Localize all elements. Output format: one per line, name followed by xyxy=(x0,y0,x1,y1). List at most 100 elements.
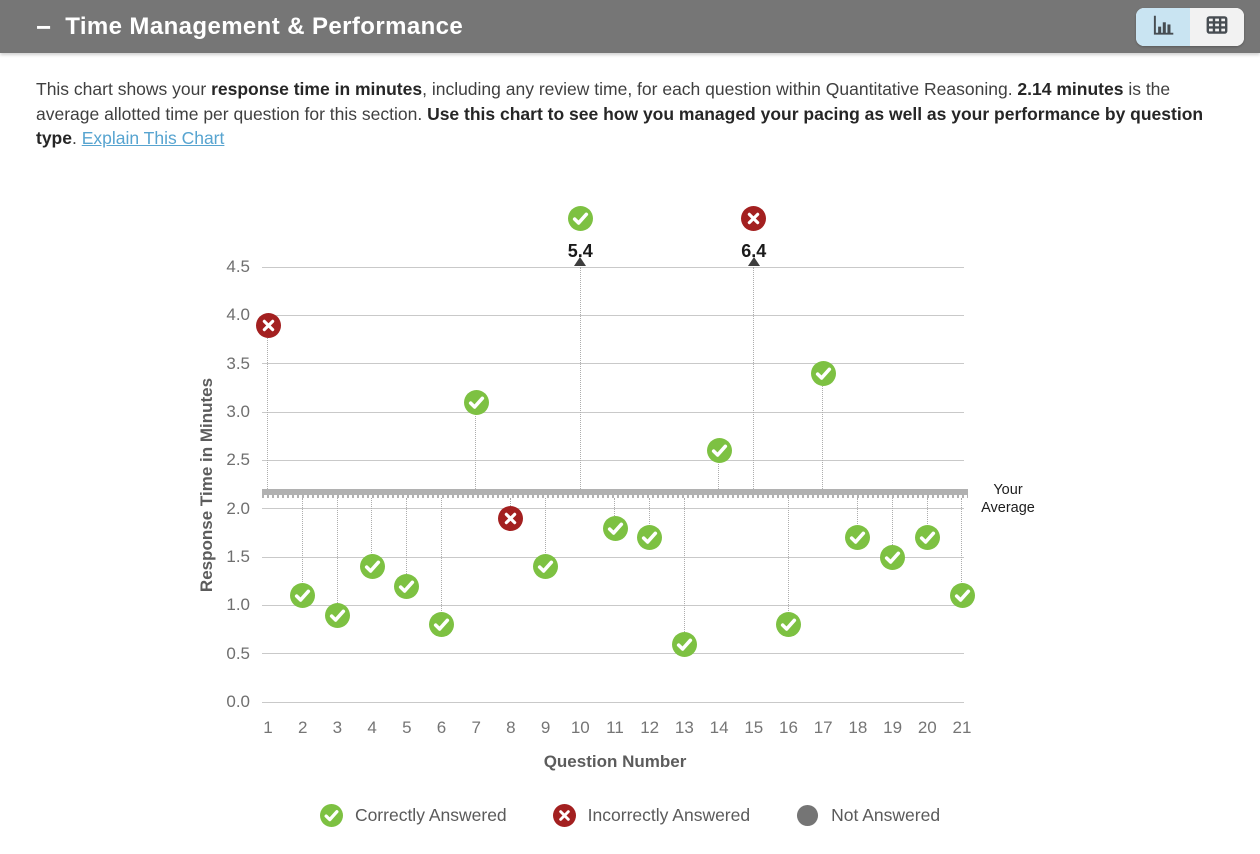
data-point-q16-correct[interactable] xyxy=(776,612,801,638)
stem-line xyxy=(440,498,442,625)
data-point-q5-correct[interactable] xyxy=(394,573,420,599)
data-point-q12-correct[interactable] xyxy=(637,525,663,551)
desc-text: . xyxy=(71,128,82,148)
data-point-q3-correct[interactable] xyxy=(324,602,350,628)
x-tick-label: 2 xyxy=(297,718,308,737)
x-tick-label: 8 xyxy=(506,718,516,737)
collapse-section-icon[interactable]: − xyxy=(36,11,52,42)
x-tick-label: 1 xyxy=(263,718,273,737)
data-point-q2-correct[interactable] xyxy=(290,583,316,609)
x-tick-label: 13 xyxy=(674,718,694,737)
section-header: − Time Management & Performance xyxy=(0,0,1260,53)
data-point-q10-correct[interactable] xyxy=(567,205,593,231)
x-tick-label: 21 xyxy=(952,718,972,737)
legend-item-incorrect: Incorrectly Answered xyxy=(552,804,751,827)
x-tick-label: 17 xyxy=(813,718,833,737)
gridline xyxy=(262,508,964,510)
explain-chart-link[interactable]: Explain This Chart xyxy=(81,128,225,148)
gridline xyxy=(262,266,964,268)
y-tick-label: 3.5 xyxy=(226,353,250,373)
x-tick-label: 15 xyxy=(744,718,764,737)
x-tick-label: 4 xyxy=(367,718,377,737)
x-tick-label: 12 xyxy=(640,718,660,737)
x-tick-label: 3 xyxy=(332,718,343,737)
stem-line xyxy=(961,498,963,596)
data-point-q4-correct[interactable] xyxy=(359,554,385,580)
data-point-q14-correct[interactable] xyxy=(706,438,732,464)
desc-bold: response time in minutes xyxy=(211,79,423,99)
desc-text: is the average allotted time per questio… xyxy=(36,79,1171,124)
data-point-q8-incorrect[interactable] xyxy=(498,505,524,531)
chart-legend: Correctly Answered Incorrectly Answered No… xyxy=(0,804,1260,827)
stem-line xyxy=(718,450,720,489)
stem-line xyxy=(336,498,338,615)
data-point-q18-correct[interactable] xyxy=(845,525,871,551)
bar-chart-icon xyxy=(1150,12,1176,41)
x-tick-label: 9 xyxy=(540,718,551,737)
data-point-q19-correct[interactable] xyxy=(880,544,906,570)
x-circle-icon xyxy=(552,804,576,827)
y-tick-label: 0.0 xyxy=(226,692,250,711)
stem-line xyxy=(857,498,859,538)
check-circle-icon xyxy=(319,804,343,827)
x-tick-label: 20 xyxy=(917,718,937,737)
gridline xyxy=(262,653,964,655)
gridline xyxy=(262,701,964,703)
data-point-q11-correct[interactable] xyxy=(602,515,628,541)
stem-line xyxy=(475,402,477,489)
x-tick-label: 7 xyxy=(471,718,481,737)
x-tick-label: 6 xyxy=(436,718,447,737)
stem-line xyxy=(267,325,269,489)
y-tick-label: 4.0 xyxy=(226,305,250,325)
legend-label: Incorrectly Answered xyxy=(587,805,751,825)
desc-bold: 2.14 minutes xyxy=(1017,79,1124,99)
table-view-button[interactable] xyxy=(1190,7,1244,46)
average-line-label: Your Average xyxy=(981,482,1035,516)
y-tick-label: 2.5 xyxy=(226,450,250,470)
data-point-q21-correct[interactable] xyxy=(949,583,975,609)
legend-label: Correctly Answered xyxy=(354,805,507,825)
data-point-q20-correct[interactable] xyxy=(914,525,940,551)
offscale-up-arrow-icon xyxy=(747,257,760,266)
gridline xyxy=(262,556,964,558)
y-tick-label: 2.0 xyxy=(226,498,250,518)
stem-line xyxy=(822,373,824,489)
chart-description: This chart shows your response time in m… xyxy=(36,77,1221,151)
stem-line xyxy=(891,498,893,557)
y-tick-label: 0.5 xyxy=(226,643,250,663)
data-point-q7-correct[interactable] xyxy=(463,389,489,415)
gray-circle-icon xyxy=(796,804,819,827)
data-point-q15-incorrect[interactable] xyxy=(741,205,767,231)
data-point-q17-correct[interactable] xyxy=(810,360,836,386)
y-tick-label: 1.5 xyxy=(226,547,250,566)
desc-text: This chart shows your xyxy=(36,79,212,99)
section-title: Time Management & Performance xyxy=(65,12,464,40)
stem-line xyxy=(406,498,408,586)
x-tick-label: 19 xyxy=(883,718,903,737)
stem-line xyxy=(371,498,373,567)
offscale-up-arrow-icon xyxy=(574,257,587,266)
x-tick-label: 10 xyxy=(570,718,590,737)
chart-view-button[interactable] xyxy=(1136,7,1190,46)
y-tick-label: 3.0 xyxy=(226,402,250,421)
y-axis-title: Response Time in Minutes xyxy=(197,377,216,593)
legend-label: Not Answered xyxy=(831,805,941,825)
stem-line xyxy=(753,267,755,489)
y-tick-label: 1.0 xyxy=(226,595,250,615)
average-line xyxy=(262,489,968,498)
data-point-q13-correct[interactable] xyxy=(671,631,697,657)
legend-item-not_answered: Not Answered xyxy=(796,804,940,827)
stem-line xyxy=(926,498,928,538)
x-tick-label: 18 xyxy=(848,718,868,737)
desc-bold: Use this chart to see how you managed yo… xyxy=(36,103,1204,149)
offscale-value-label: 5.4 xyxy=(567,241,593,261)
gridline xyxy=(262,604,964,606)
x-axis-title: Question Number xyxy=(543,752,687,771)
data-point-q9-correct[interactable] xyxy=(533,554,559,580)
data-point-q6-correct[interactable] xyxy=(429,612,454,638)
x-tick-label: 11 xyxy=(606,718,624,737)
stem-line xyxy=(544,498,546,567)
data-point-q1-incorrect[interactable] xyxy=(255,312,281,338)
x-tick-label: 5 xyxy=(402,718,412,737)
